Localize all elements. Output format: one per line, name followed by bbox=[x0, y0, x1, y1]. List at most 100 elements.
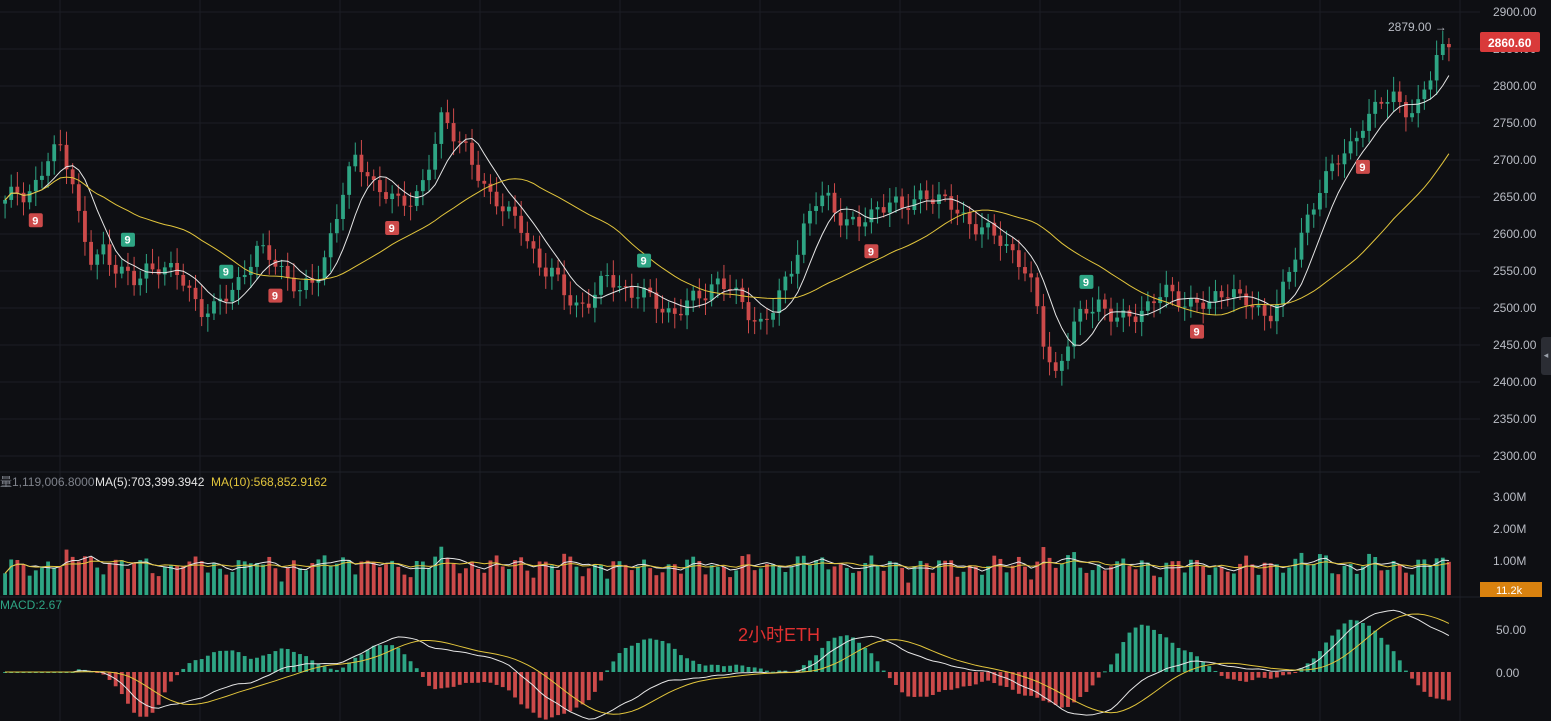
macd-bar bbox=[1102, 671, 1107, 673]
td-marker-text: 9 bbox=[32, 215, 38, 227]
candle-body bbox=[1385, 102, 1390, 104]
candle-body bbox=[107, 244, 112, 265]
macd-bar bbox=[347, 662, 352, 672]
macd-bar bbox=[248, 658, 253, 672]
candle-body bbox=[494, 191, 499, 207]
candle-body bbox=[1115, 317, 1120, 322]
candle-body bbox=[746, 302, 751, 321]
candle-body bbox=[1317, 193, 1322, 210]
macd-bar bbox=[420, 672, 425, 677]
macd-bar bbox=[679, 655, 683, 672]
volume-bar bbox=[3, 573, 7, 595]
volume-bar bbox=[334, 563, 339, 595]
candle-body bbox=[1188, 298, 1193, 307]
candle-body bbox=[390, 193, 395, 200]
macd-bar bbox=[255, 657, 259, 672]
volume-bar bbox=[1225, 571, 1230, 595]
moving-average-lines bbox=[4, 75, 1450, 346]
candle-body bbox=[328, 233, 333, 258]
candle-body bbox=[285, 265, 290, 278]
candle-body bbox=[924, 190, 929, 200]
td-marker-text: 9 bbox=[389, 223, 395, 235]
volume-bar bbox=[1250, 564, 1255, 595]
candle-body bbox=[1041, 306, 1046, 347]
volume-bar bbox=[930, 572, 935, 595]
candle-body bbox=[21, 192, 26, 203]
candle-body bbox=[1281, 281, 1285, 305]
td-marker-text: 9 bbox=[272, 291, 278, 303]
macd-bar bbox=[1373, 630, 1378, 672]
candle-body bbox=[967, 212, 972, 225]
candle-body bbox=[740, 287, 745, 303]
volume-bar bbox=[1404, 572, 1408, 595]
macd-bar bbox=[95, 672, 100, 673]
macd-bar bbox=[900, 672, 905, 693]
macd-bar bbox=[967, 672, 972, 686]
volume-bar bbox=[611, 561, 616, 595]
volume-bar bbox=[224, 574, 229, 595]
macd-bar bbox=[826, 641, 831, 672]
volume-bar bbox=[1213, 567, 1218, 595]
volume-bar bbox=[457, 573, 462, 595]
candle-body bbox=[199, 299, 204, 318]
macd-bar bbox=[1127, 632, 1132, 672]
volume-bar bbox=[347, 560, 352, 595]
volume-bar bbox=[801, 555, 806, 595]
volume-bar bbox=[1115, 561, 1120, 595]
macd-bar bbox=[672, 648, 677, 672]
candle-body bbox=[851, 216, 855, 220]
macd-bar bbox=[881, 670, 886, 672]
macd-bar bbox=[316, 664, 321, 672]
volume-bar bbox=[95, 567, 100, 595]
volume-bar bbox=[1244, 555, 1249, 595]
volume-bar bbox=[961, 571, 966, 595]
candle-body bbox=[758, 318, 763, 322]
macd-bar bbox=[1256, 672, 1261, 678]
macd-bar bbox=[1023, 672, 1027, 696]
macd-bar bbox=[451, 672, 456, 687]
candle-body bbox=[248, 266, 253, 275]
macd-bar bbox=[1287, 672, 1292, 675]
macd-bar bbox=[181, 668, 186, 672]
candle-body bbox=[1010, 244, 1015, 251]
volume-bar bbox=[463, 568, 468, 595]
macd-bar bbox=[998, 672, 1003, 686]
collapse-arrow-icon[interactable]: ◂ bbox=[1541, 337, 1551, 375]
candle-body bbox=[377, 180, 382, 193]
volume-bar bbox=[1219, 566, 1224, 595]
volume-bar bbox=[580, 576, 585, 595]
volume-bar bbox=[70, 556, 75, 595]
macd-bar bbox=[691, 660, 696, 672]
volume-bar bbox=[1170, 561, 1175, 595]
candle-body bbox=[1207, 301, 1212, 309]
td-sequential-markers: 9 9 9 9 9 9 9 9 9 9 bbox=[28, 159, 1370, 339]
macd-bar bbox=[1207, 666, 1212, 672]
volume-bar bbox=[506, 568, 511, 595]
macd-bar bbox=[1182, 650, 1187, 672]
macd-bar bbox=[838, 636, 843, 672]
macd-bar bbox=[273, 651, 278, 672]
macd-bar bbox=[1201, 661, 1206, 672]
macd-bar bbox=[765, 670, 769, 672]
candle-body bbox=[488, 183, 493, 192]
volume-bar bbox=[1324, 555, 1328, 595]
macd-bar bbox=[986, 672, 991, 681]
volume-bar bbox=[513, 560, 517, 595]
macd-bar bbox=[722, 666, 726, 672]
candle-body bbox=[1164, 284, 1169, 298]
macd-bar bbox=[771, 671, 775, 673]
td-marker-badge bbox=[268, 288, 283, 303]
macd-bar bbox=[949, 672, 954, 690]
candle-body bbox=[76, 184, 81, 211]
candle-body bbox=[623, 286, 628, 288]
candle-body bbox=[341, 194, 345, 219]
macd-bar bbox=[236, 652, 241, 672]
candle-body bbox=[420, 180, 425, 192]
macd-bar bbox=[1041, 672, 1046, 701]
macd-bar bbox=[611, 661, 616, 672]
macd-bar bbox=[1404, 670, 1408, 672]
macd-bar bbox=[126, 672, 130, 704]
candle-body bbox=[1231, 289, 1236, 298]
volume-bar bbox=[1428, 565, 1433, 595]
